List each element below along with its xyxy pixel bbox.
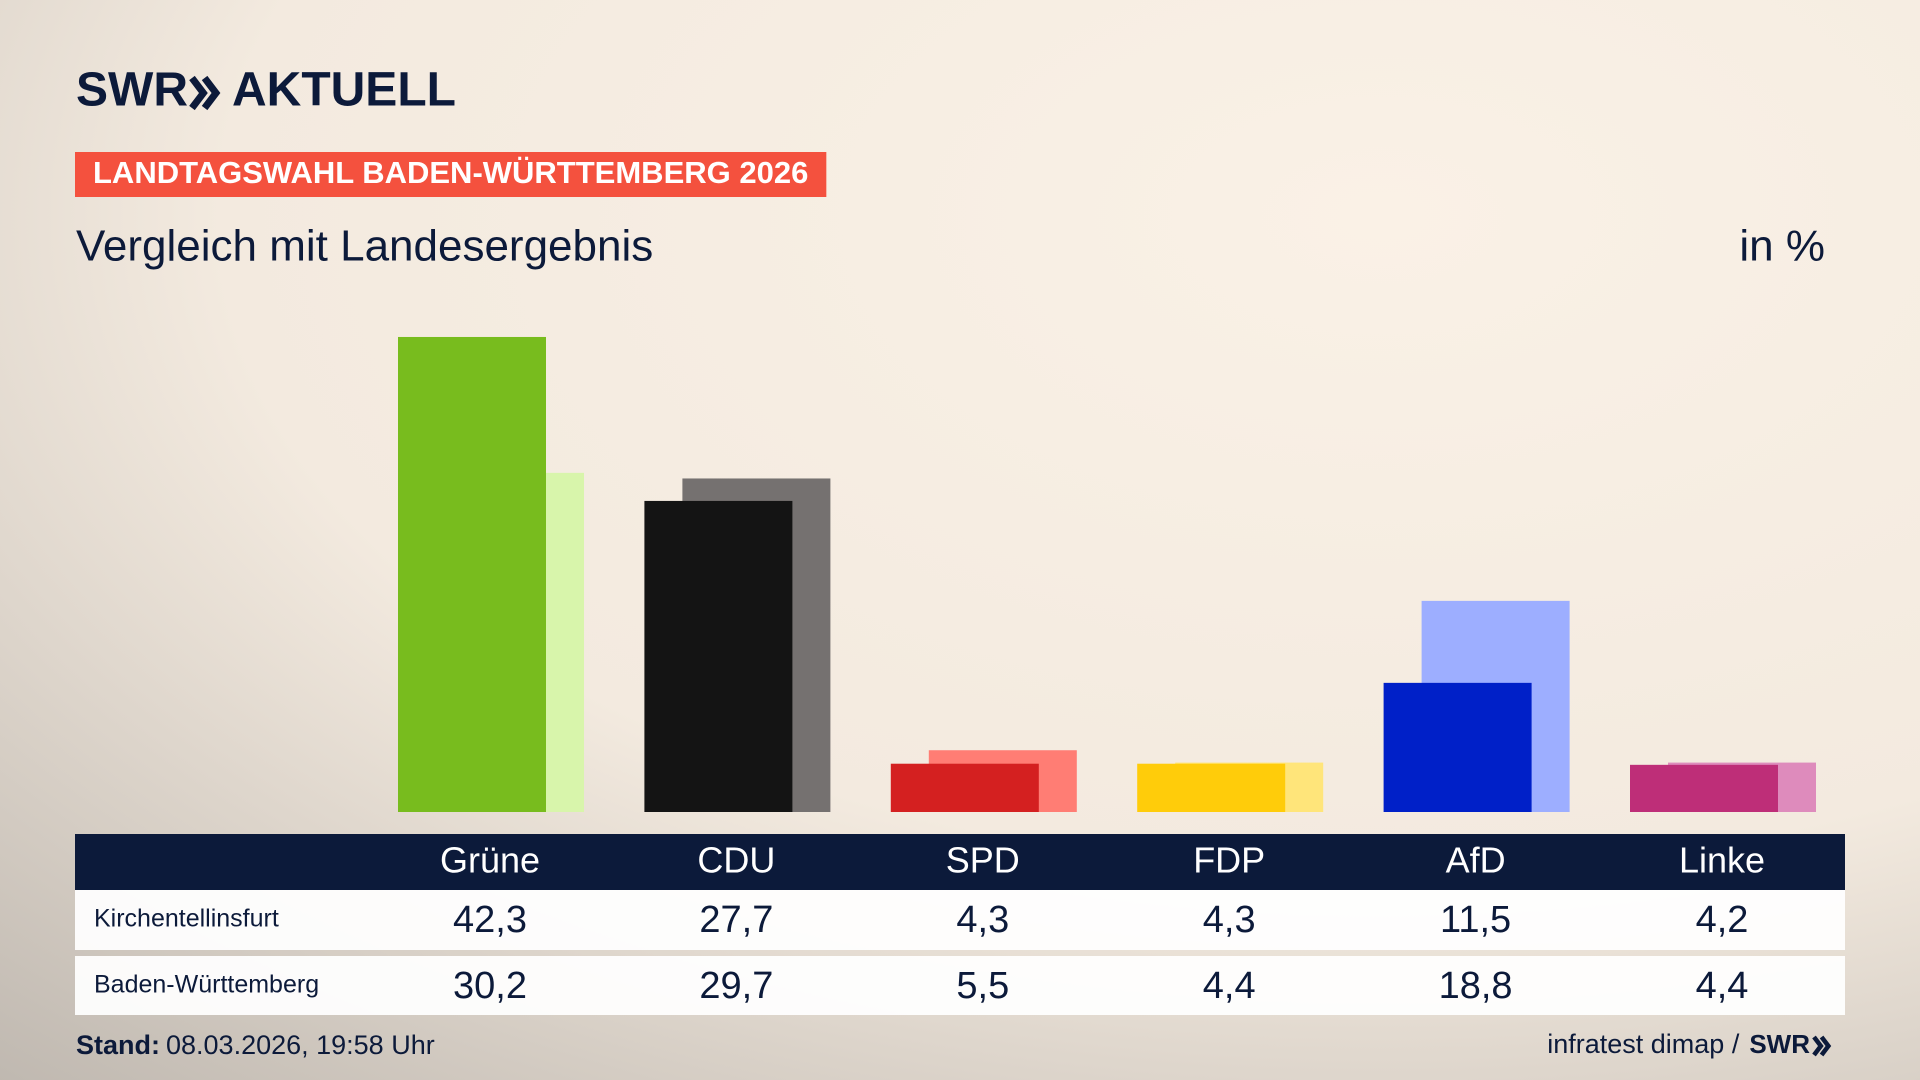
unit-label: in % — [1739, 222, 1825, 271]
source-brand: SWR — [1749, 1029, 1810, 1059]
row-label: Kirchentellinsfurt — [94, 905, 279, 933]
value-label: 4,3 — [1203, 899, 1256, 941]
value-label: 18,8 — [1439, 965, 1513, 1007]
chevron — [1812, 1035, 1824, 1057]
stand-label: Stand: — [76, 1030, 160, 1060]
product: AKTUELL — [232, 64, 456, 117]
chart-title: Vergleich mit Landesergebnis — [76, 222, 653, 271]
chevron — [1819, 1035, 1832, 1057]
chevron — [201, 75, 221, 111]
value-label: 4,4 — [1696, 965, 1749, 1007]
category-label: Grüne — [440, 840, 540, 881]
banner — [75, 152, 827, 197]
category-label: Linke — [1679, 840, 1765, 881]
value-label: 4,2 — [1696, 899, 1749, 941]
table-row — [75, 956, 1845, 1015]
category-label: CDU — [697, 840, 775, 881]
category-label: AfD — [1446, 840, 1506, 881]
logo: SWR AKTUELL — [76, 64, 456, 117]
value-label: 4,3 — [956, 899, 1009, 941]
brand: SWR — [76, 64, 188, 117]
value-label: 30,2 — [453, 965, 527, 1007]
category-label: FDP — [1193, 840, 1265, 881]
banner-text: LANDTAGSWAHL BADEN-WÜRTTEMBERG 2026 — [93, 155, 808, 190]
source: infratest dimap / — [1547, 1029, 1740, 1059]
table-row — [75, 890, 1845, 950]
bar — [1137, 763, 1286, 812]
stand: 08.03.2026, 19:58 Uhr — [166, 1030, 435, 1060]
category-label: SPD — [946, 840, 1020, 881]
bar — [1383, 682, 1532, 812]
value-label: 4,4 — [1203, 965, 1256, 1007]
row-label: Baden-Württemberg — [94, 971, 319, 999]
value-label: 42,3 — [453, 899, 527, 941]
bar — [1630, 764, 1778, 812]
value-label: 5,5 — [956, 965, 1009, 1007]
table-header — [75, 834, 1845, 890]
value-label: 11,5 — [1440, 899, 1511, 941]
value-label: 29,7 — [699, 965, 773, 1007]
bar — [890, 763, 1039, 812]
bar — [398, 336, 546, 812]
chevron — [189, 75, 208, 111]
value-label: 27,7 — [699, 899, 773, 941]
bar — [644, 500, 793, 812]
